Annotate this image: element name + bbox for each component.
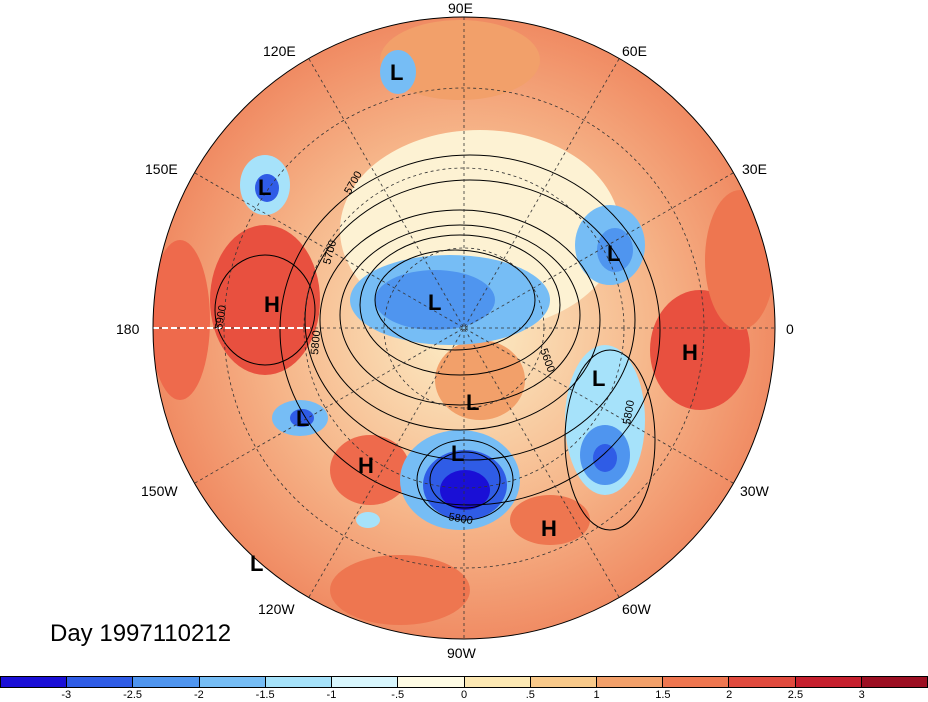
colorbar-swatch <box>265 677 333 687</box>
high-pressure-marker: H <box>541 516 557 541</box>
height-contours <box>214 154 661 531</box>
date-title: Day 1997110212 <box>50 620 232 647</box>
high-pressure-marker: H <box>264 292 280 317</box>
lon-label-90e: 90E <box>448 0 473 16</box>
map-border <box>152 16 776 640</box>
colorbar-swatch <box>530 677 597 687</box>
contour-label: 5800 <box>309 330 323 355</box>
colorbar-tick-label: -2 <box>193 689 204 701</box>
contour-label: 5800 <box>447 511 473 527</box>
cool-patch <box>375 270 495 330</box>
colorbar-swatch <box>199 677 266 687</box>
colorbar-tick-label: 3 <box>858 689 865 701</box>
warm-patch <box>330 555 470 625</box>
colorbar-tick-label: .5 <box>525 689 535 701</box>
lon-label-180: 180 <box>116 321 140 337</box>
colorbar-tick-label: 0 <box>460 689 468 701</box>
low-pressure-marker: L <box>451 441 465 466</box>
colorbar-tick-label: -.5 <box>391 689 405 701</box>
warm-patch <box>435 340 525 420</box>
lon-label-60e: 60E <box>622 43 647 59</box>
lon-label-150w: 150W <box>141 483 178 499</box>
lon-label-60w: 60W <box>622 601 651 617</box>
colorbar-swatch <box>795 677 862 687</box>
colorbar-tick-label: -3 <box>61 689 72 701</box>
colorbar-tick-label: 2 <box>726 689 733 701</box>
lon-label-120e: 120E <box>263 43 296 59</box>
low-pressure-marker: L <box>296 406 310 431</box>
colorbar-tick-label: -1 <box>326 689 337 701</box>
cool-patch <box>380 50 416 94</box>
colorbar-tick-label: -1.5 <box>255 689 275 701</box>
colorbar-swatch <box>729 677 796 687</box>
colorbar-swatch <box>464 677 531 687</box>
warm-patch <box>705 190 775 330</box>
contour-label: 5900 <box>213 304 229 330</box>
warm-patch <box>153 240 210 400</box>
cool-patch <box>593 444 617 472</box>
warm-patch <box>330 435 410 505</box>
lon-label-30w: 30W <box>740 483 769 499</box>
colorbar <box>0 676 928 688</box>
cool-patch <box>440 470 490 510</box>
low-pressure-marker: L <box>607 241 621 266</box>
warm-patch <box>210 225 320 375</box>
colorbar-swatch <box>398 677 465 687</box>
low-pressure-marker: L <box>258 175 272 200</box>
lon-label-30e: 30E <box>742 161 767 177</box>
colorbar-swatch <box>1 677 68 687</box>
low-pressure-marker: L <box>466 390 480 415</box>
colorbar-tick-label: 2.5 <box>787 689 804 701</box>
colorbar-swatch <box>861 677 928 687</box>
cool-patch <box>356 512 380 528</box>
cool-patch <box>290 409 314 427</box>
low-pressure-marker: L <box>390 60 404 85</box>
lon-label-90w: 90W <box>447 645 476 661</box>
cool-patch <box>255 174 279 202</box>
colorbar-tick-label: 1 <box>593 689 600 701</box>
colorbar-swatch <box>663 677 730 687</box>
lon-label-150e: 150E <box>145 161 178 177</box>
low-pressure-marker: L <box>250 551 264 576</box>
colorbar-tick-label: 1.5 <box>655 689 671 701</box>
colorbar-swatch <box>332 677 399 687</box>
colorbar-swatch <box>67 677 134 687</box>
lon-label-0: 0 <box>786 321 794 337</box>
high-pressure-marker: H <box>358 453 374 478</box>
warm-patch <box>510 495 590 545</box>
colorbar-tick-label: -2.5 <box>123 689 143 701</box>
colorbar-swatch <box>133 677 200 687</box>
colorbar-swatch <box>596 677 664 687</box>
low-pressure-marker: L <box>428 290 442 315</box>
contour-label: 5800 <box>621 399 637 425</box>
high-pressure-marker: H <box>682 340 698 365</box>
low-pressure-marker: L <box>592 366 606 391</box>
lon-label-120w: 120W <box>258 601 295 617</box>
warm-patch <box>380 20 540 100</box>
cool-patch <box>597 228 633 272</box>
